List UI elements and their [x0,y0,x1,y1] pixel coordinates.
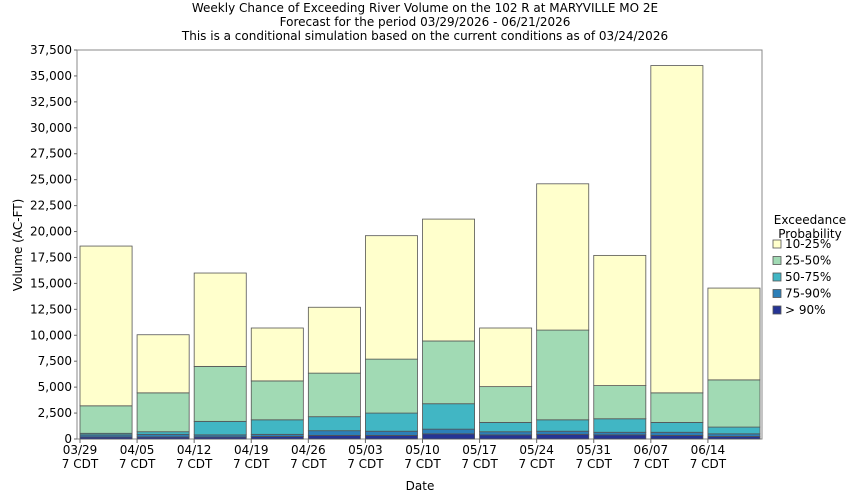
y-tick-label: 2,500 [38,406,72,420]
bar-segment [593,254,647,386]
bar-segment [479,431,533,436]
chart-title: Weekly Chance of Exceeding River Volume … [192,1,658,15]
legend-swatch [772,256,782,265]
bar-segment [536,183,590,331]
bar-segment [593,418,647,433]
bar-segment [422,433,475,440]
y-tick-label: 27,500 [30,147,72,161]
chart-note: This is a conditional simulation based o… [181,29,668,43]
bar-segment [365,430,418,436]
bar-segment [593,385,647,420]
y-tick-label: 7,500 [38,354,72,368]
x-tick-label: 06/07 7 CDT [633,443,670,471]
bar-segment [365,412,418,432]
x-tick-label: 05/31 7 CDT [576,443,613,471]
bar-segment [536,433,590,440]
bar-segment [422,403,475,430]
legend-label: 25-50% [785,254,831,268]
y-axis-label: Volume (AC-FT) [11,199,25,292]
x-tick-label: 05/17 7 CDT [461,443,498,471]
y-tick-label: 22,500 [30,199,72,213]
bar-segment [307,416,361,432]
bar-segment [136,392,190,433]
y-tick-label: 15,000 [30,276,72,290]
bar-segment [422,340,475,405]
y-tick-label: 0 [64,432,72,446]
bar-segment [536,419,590,432]
bar-segment [650,65,704,394]
bar-segment [79,245,133,407]
bar-segment [365,434,418,440]
bar-segment [593,434,647,440]
bar-segment [422,428,475,435]
bar-segment [365,235,418,360]
bar-segment [365,358,418,414]
bar-segment [307,434,361,440]
x-axis-label: Date [406,479,435,493]
x-tick-label: 04/12 7 CDT [176,443,213,471]
x-tick-label: 03/29 7 CDT [62,443,99,471]
y-tick-label: 5,000 [38,380,72,394]
bar-segment [136,334,190,394]
bar-segment [422,218,475,342]
bar-segment [650,434,704,440]
x-tick-label: 04/26 7 CDT [290,443,327,471]
legend-swatch [772,272,782,282]
x-tick-label: 04/05 7 CDT [119,443,156,471]
bar-segment [707,287,761,381]
bar-segment [307,372,361,418]
bar-segment [479,434,533,440]
bar-segment [479,327,533,388]
bar-segment [650,392,704,423]
bar-segment [479,422,533,433]
x-tick-label: 05/03 7 CDT [347,443,384,471]
bar-segment [193,420,247,436]
bar-segment [536,430,590,435]
y-tick-label: 25,000 [30,173,72,187]
y-tick-label: 12,500 [30,302,72,316]
legend-swatch [772,239,782,249]
bar-segment [536,329,590,421]
bar-segment [707,379,761,428]
bar-segment [650,431,704,436]
bar-segment [193,272,247,367]
legend-label: > 90% [785,303,826,317]
bar-segment [650,422,704,433]
x-tick-label: 05/10 7 CDT [404,443,441,471]
y-tick-label: 10,000 [30,328,72,342]
x-tick-label: 05/24 7 CDT [518,443,555,471]
bar-segment [307,306,361,374]
x-tick-label: 06/14 7 CDT [690,443,727,471]
bar-segment [250,419,304,435]
chart-subtitle: Forecast for the period 03/29/2026 - 06/… [280,15,571,29]
bar-segment [250,327,304,382]
bar-segment [307,430,361,436]
bar-segment [250,380,304,421]
legend-swatch [772,289,782,298]
bar-segment [707,426,761,435]
y-tick-label: 20,000 [30,225,72,239]
x-tick-label: 04/19 7 CDT [233,443,270,471]
bar-segment [479,386,533,423]
y-tick-label: 30,000 [30,121,72,135]
legend-label: 10-25% [785,237,831,251]
legend-swatch [772,305,782,315]
legend-title: Exceedance Probability [774,213,846,241]
y-tick-label: 35,000 [30,69,72,83]
bar-segment [193,365,247,422]
bar-segment [79,405,133,434]
plot-area [76,49,763,440]
y-tick-label: 37,500 [30,43,72,57]
y-tick-label: 17,500 [30,250,72,264]
y-tick-label: 32,500 [30,95,72,109]
legend-label: 75-90% [785,287,831,301]
legend-label: 50-75% [785,270,831,284]
